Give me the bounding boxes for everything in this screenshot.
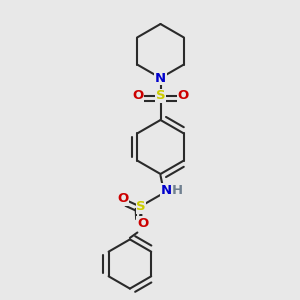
Text: S: S	[136, 200, 146, 214]
Text: N: N	[155, 71, 166, 85]
Text: O: O	[132, 89, 144, 103]
Text: O: O	[117, 192, 129, 205]
Text: S: S	[156, 89, 165, 103]
Text: N: N	[160, 184, 172, 197]
Text: O: O	[137, 217, 148, 230]
Text: O: O	[177, 89, 189, 103]
Text: H: H	[172, 184, 183, 197]
